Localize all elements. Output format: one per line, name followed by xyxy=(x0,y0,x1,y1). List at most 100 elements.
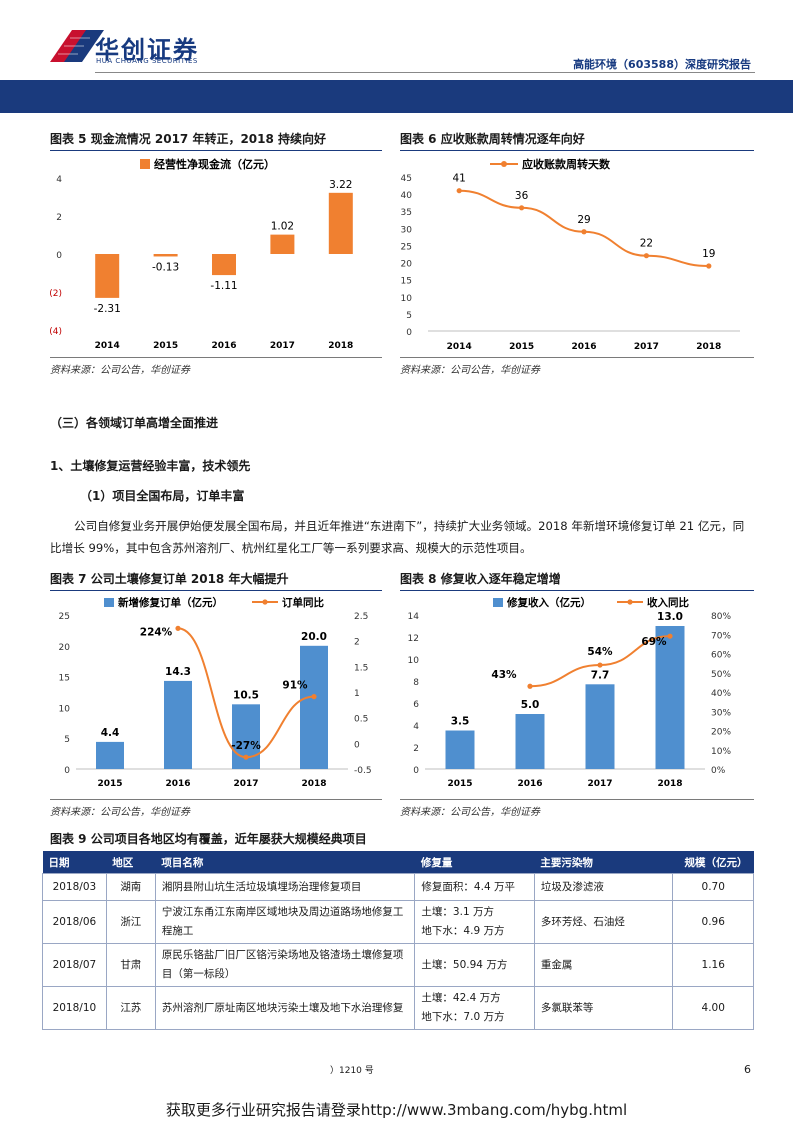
cell-pollutant: 重金属 xyxy=(533,943,674,987)
y-tick-label: 2 xyxy=(56,213,62,223)
page-number: 6 xyxy=(744,1063,751,1076)
bar xyxy=(212,254,236,276)
data-label: 36 xyxy=(515,190,529,202)
x-tick-label: 2018 xyxy=(301,779,326,789)
data-point xyxy=(667,633,673,639)
legend-label: 收入同比 xyxy=(647,596,689,609)
x-tick-label: 2015 xyxy=(153,341,178,351)
legend-swatch xyxy=(104,598,114,607)
data-label: -2.31 xyxy=(94,303,121,315)
x-tick-label: 2017 xyxy=(233,779,258,789)
legend-marker xyxy=(262,599,268,605)
x-tick-label: 2014 xyxy=(95,341,120,351)
bar-data-label: 7.7 xyxy=(591,669,610,681)
cell-amount-line: 修复面积：4.4 万平 xyxy=(421,880,515,893)
cell-region: 湖南 xyxy=(105,873,156,901)
cell-date: 2018/06 xyxy=(42,900,107,944)
y-tick-label: 15 xyxy=(401,277,412,287)
y-tick-label: 0 xyxy=(413,766,419,776)
series-line xyxy=(177,627,315,759)
cell-amount-line: 地下水：7.0 万方 xyxy=(421,1011,505,1023)
cell-region: 甘肃 xyxy=(105,943,156,987)
footer-link[interactable]: 获取更多行业研究报告请登录http://www.3mbang.com/hybg.… xyxy=(165,1101,628,1119)
header-banner xyxy=(0,80,793,113)
cell-amount-line: 地下水：4.9 万方 xyxy=(421,925,505,937)
y-tick-label: 25 xyxy=(59,612,70,622)
fig8-source: 资料来源：公司公告，华创证券 xyxy=(400,807,540,818)
x-tick-label: 2016 xyxy=(211,341,236,351)
col-amount-header: 修复量 xyxy=(414,851,535,874)
x-tick-label: 2017 xyxy=(270,341,295,351)
fig5-source: 资料来源：公司公告，华创证券 xyxy=(50,365,190,376)
bar-data-label: 4.4 xyxy=(101,727,120,739)
y-tick-label: 0 xyxy=(56,251,62,261)
sub-subsection-heading: （1）项目全国布局，订单丰富 xyxy=(80,489,245,503)
x-tick-label: 2018 xyxy=(657,779,682,789)
y2-tick-label: 0 xyxy=(354,740,360,750)
table-header-row: 日期 地区 项目名称 修复量 主要污染物 规模（亿元） xyxy=(42,851,754,874)
line-data-label: 224% xyxy=(140,626,173,638)
y-tick-label: 6 xyxy=(413,700,419,710)
y-tick-label: 40 xyxy=(401,191,413,201)
cell-scale: 1.16 xyxy=(672,943,754,987)
bar-data-label: 14.3 xyxy=(165,666,191,678)
y-tick-label: 5 xyxy=(64,735,70,745)
bar xyxy=(164,680,192,769)
fig7-title: 图表 7 公司土壤修复订单 2018 年大幅提升 xyxy=(50,572,289,586)
fig8-source-rule xyxy=(400,799,754,800)
col-pollutant-header: 主要污染物 xyxy=(534,851,673,874)
y-tick-label: 4 xyxy=(413,722,419,732)
bar xyxy=(445,730,475,769)
cell-amount: 土壤：50.94 万方 xyxy=(414,943,535,987)
legend-label: 新增修复订单（亿元） xyxy=(118,596,223,609)
cell-pollutant: 多氯联苯等 xyxy=(533,986,674,1030)
y-tick-label: 20 xyxy=(401,260,413,270)
y-tick-label: 0 xyxy=(406,328,412,338)
bar xyxy=(96,741,124,769)
y-tick-label: 0 xyxy=(64,766,70,776)
data-point xyxy=(456,188,462,194)
y2-tick-label: 0.5 xyxy=(354,715,368,725)
data-point xyxy=(175,625,181,631)
x-tick-label: 2018 xyxy=(328,341,353,351)
data-label: 29 xyxy=(577,214,590,226)
series-line xyxy=(459,189,709,267)
y2-tick-label: 0% xyxy=(711,766,726,776)
bar xyxy=(515,714,545,769)
x-tick-label: 2015 xyxy=(509,342,534,352)
cell-region: 江苏 xyxy=(105,986,156,1030)
data-label: 41 xyxy=(453,173,466,185)
data-point xyxy=(311,694,317,700)
cell-project-name: 苏州溶剂厂原址南区地块污染土壤及地下水治理修复 xyxy=(154,986,416,1030)
cell-project-name: 原民乐铬盐厂旧厂区铬污染场地及铬渣场土壤修复项目（第一标段） xyxy=(154,943,416,987)
line-data-label: 54% xyxy=(587,646,613,658)
table-row: 2018/07 甘肃 原民乐铬盐厂旧厂区铬污染场地及铬渣场土壤修复项目（第一标段… xyxy=(42,943,754,987)
line-data-label: -27% xyxy=(231,740,261,752)
data-label: 19 xyxy=(702,248,715,260)
projects-table: 日期 地区 项目名称 修复量 主要污染物 规模（亿元） 2018/03 湖南 湘… xyxy=(42,851,754,1030)
y2-tick-label: 30% xyxy=(711,708,731,718)
x-tick-label: 2014 xyxy=(447,342,472,352)
col-date-header: 日期 xyxy=(42,851,107,874)
fig6-chart: 应收账款周转天数 0 5 10 15 20 25 30 35 40 45 41 2014 36 2015 29… xyxy=(401,157,740,352)
data-point xyxy=(581,229,587,235)
y2-tick-label: 50% xyxy=(711,670,731,680)
line-data-label: 91% xyxy=(282,680,308,692)
data-label: 22 xyxy=(640,238,653,250)
cell-amount: 土壤：3.1 万方 地下水：4.9 万方 xyxy=(414,900,535,944)
y2-tick-label: 60% xyxy=(711,651,731,661)
cell-amount-line: 土壤：3.1 万方 xyxy=(421,906,494,918)
y2-tick-label: 1.5 xyxy=(354,663,368,673)
fig5-title: 图表 5 现金流情况 2017 年转正，2018 持续向好 xyxy=(50,132,327,146)
line-data-label: 43% xyxy=(491,669,517,681)
col-name-header: 项目名称 xyxy=(155,851,415,874)
fig7-chart: 新增修复订单（亿元） 订单同比 0 5 10 15 20 25 -0.5 0 0.5 1 1.5 2 2.5… xyxy=(59,596,372,789)
section-heading: （三）各领域订单高增全面推进 xyxy=(50,416,219,430)
y-tick-label: 4 xyxy=(56,175,62,185)
brand-name: 华创证券 xyxy=(95,36,199,64)
y-tick-label: 8 xyxy=(413,678,419,688)
data-point xyxy=(597,662,603,668)
bar xyxy=(655,626,685,769)
data-label: 1.02 xyxy=(271,221,294,233)
table-row: 2018/10 江苏 苏州溶剂厂原址南区地块污染土壤及地下水治理修复 土壤：42… xyxy=(42,986,754,1030)
